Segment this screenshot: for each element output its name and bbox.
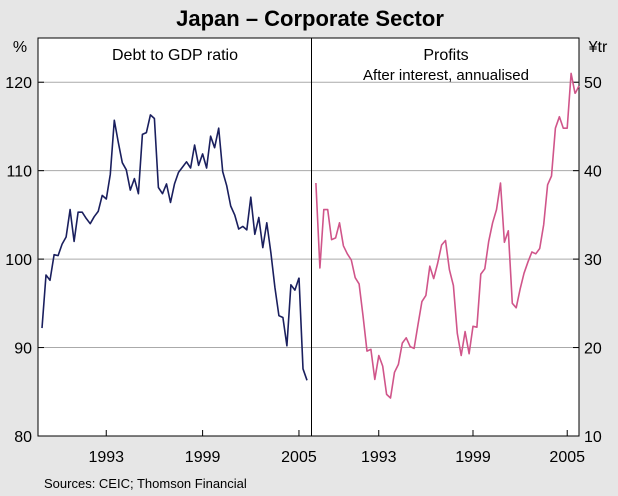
right-y-tick-label: 40 <box>584 164 602 181</box>
source-note: Sources: CEIC; Thomson Financial <box>44 476 247 491</box>
right-series-line-0 <box>315 72 576 399</box>
left-y-tick-label: 90 <box>14 341 32 358</box>
chart-title: Japan – Corporate Sector <box>176 6 444 31</box>
left-panel-title: Debt to GDP ratio <box>112 47 238 64</box>
right-x-tick-label: 1999 <box>455 449 491 466</box>
left-y-tick-label: 120 <box>5 75 32 92</box>
left-y-tick-label: 80 <box>14 429 32 446</box>
plot-area <box>37 37 580 437</box>
gridlines <box>38 81 579 349</box>
left-series-line-1 <box>298 277 308 381</box>
right-panel-subtitle: After interest, annualised <box>363 67 529 84</box>
right-x-tick-label: 1993 <box>361 449 397 466</box>
right-axis-unit: ¥tr <box>588 39 608 56</box>
left-y-tick-label: 100 <box>5 252 32 269</box>
left-y-axis: 80 90 100 110 120 <box>5 75 44 446</box>
right-y-tick-label: 30 <box>584 252 602 269</box>
right-x-tick-label: 2005 <box>549 449 585 466</box>
left-x-tick-label: 2005 <box>281 449 317 466</box>
left-y-tick-label: 110 <box>6 164 32 181</box>
left-axis-unit: % <box>13 39 27 56</box>
right-y-tick-label: 10 <box>584 429 602 446</box>
left-x-tick-label: 1999 <box>185 449 221 466</box>
right-y-tick-label: 50 <box>584 75 602 92</box>
right-series <box>315 72 580 399</box>
left-x-tick-label: 1993 <box>88 449 124 466</box>
right-y-axis: 10 20 30 40 50 <box>573 75 602 446</box>
left-series-line-0 <box>41 114 300 347</box>
left-series <box>41 114 308 381</box>
right-series-line-1 <box>574 85 580 95</box>
x-axis: 1993 1999 2005 1993 1999 2005 <box>88 430 585 466</box>
right-panel-title: Profits <box>423 47 468 64</box>
right-y-tick-label: 20 <box>584 341 602 358</box>
